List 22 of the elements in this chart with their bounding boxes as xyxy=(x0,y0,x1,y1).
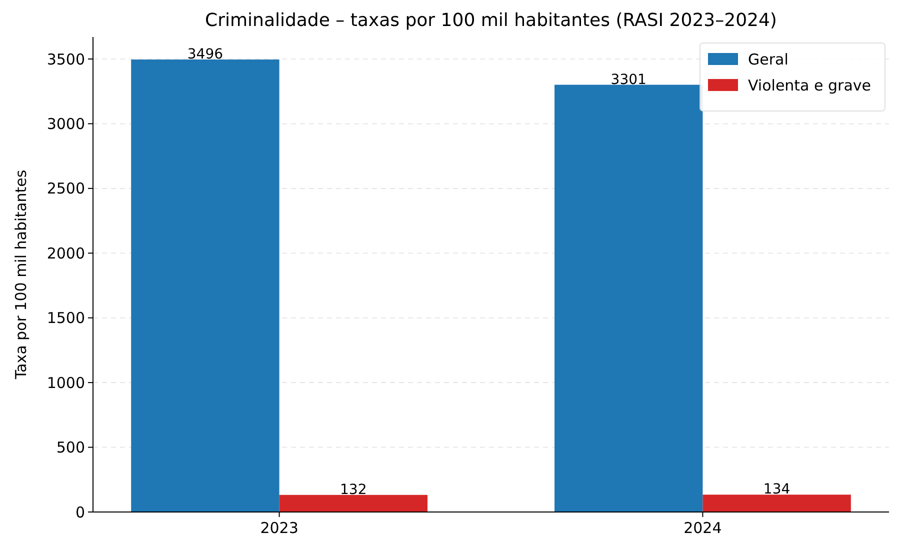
legend-label: Geral xyxy=(748,50,788,68)
y-tick-label: 3500 xyxy=(46,50,85,68)
bar xyxy=(279,494,428,512)
data-label: 134 xyxy=(763,482,790,498)
data-label: 3496 xyxy=(187,46,224,63)
bar xyxy=(554,84,703,512)
y-tick-label: 1500 xyxy=(46,309,85,328)
x-tick-label: 2024 xyxy=(684,519,722,537)
y-tick-label: 1000 xyxy=(46,374,85,392)
y-tick-label: 2000 xyxy=(46,244,85,262)
bar xyxy=(702,494,851,512)
bar xyxy=(131,60,280,512)
y-tick-label: 2500 xyxy=(46,180,85,198)
legend-label: Violenta e grave xyxy=(748,76,872,94)
y-tick-label: 500 xyxy=(56,438,85,457)
y-tick-label: 0 xyxy=(75,503,85,522)
y-axis-title: Taxa por 100 mil habitantes xyxy=(12,170,30,380)
y-tick-label: 3000 xyxy=(46,114,85,133)
x-tick-label: 2023 xyxy=(260,519,298,537)
chart-title: Criminalidade – taxas por 100 mil habitantes (RASI 2023–2024) xyxy=(205,10,777,31)
data-label: 132 xyxy=(340,482,367,498)
data-label: 3301 xyxy=(610,72,646,88)
